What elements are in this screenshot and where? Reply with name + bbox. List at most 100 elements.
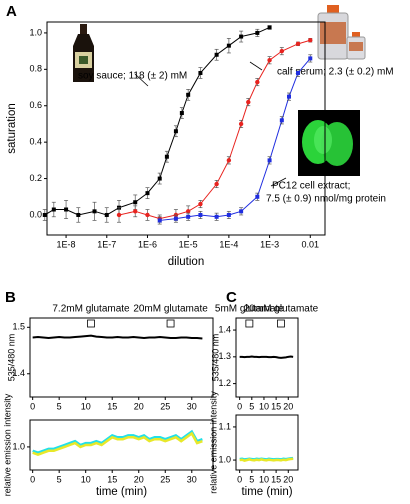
data-point xyxy=(157,176,162,181)
data-point xyxy=(226,212,231,217)
data-point xyxy=(76,212,81,217)
leader-line xyxy=(249,61,263,71)
x-tick-label: 1E-5 xyxy=(179,239,198,249)
plot-frame xyxy=(29,419,214,471)
data-point xyxy=(239,34,244,39)
data-point xyxy=(308,56,313,61)
data-point xyxy=(267,158,272,163)
leader-line xyxy=(270,177,287,187)
x-tick-label: 25 xyxy=(160,401,170,411)
data-point xyxy=(157,218,162,223)
data-point xyxy=(173,216,178,221)
data-point xyxy=(255,30,260,35)
x-tick-label: 30 xyxy=(187,401,197,411)
event-label: 20mM glutamate xyxy=(244,304,319,315)
data-point xyxy=(179,111,184,116)
x-tick-label: 15 xyxy=(107,401,117,411)
x-tick-label: 5 xyxy=(249,474,254,484)
x-axis-label: time (min) xyxy=(241,486,292,498)
series-line xyxy=(32,431,203,456)
event-label: 20mM glutamate xyxy=(133,304,208,315)
x-tick-label: 20 xyxy=(134,474,144,484)
x-tick-label: 5 xyxy=(57,474,62,484)
event-marker xyxy=(87,319,95,328)
x-tick-label: 20 xyxy=(283,401,293,411)
y-tick-label: 1.4 xyxy=(12,368,25,378)
data-point xyxy=(238,121,244,127)
series-line xyxy=(239,457,294,463)
data-point xyxy=(104,212,109,217)
plot-frame xyxy=(46,21,326,236)
data-point xyxy=(295,41,301,47)
data-point xyxy=(267,58,272,63)
data-point xyxy=(198,201,203,207)
y-tick-label: 0.8 xyxy=(29,64,42,74)
y-axis-label: relative emission intensity xyxy=(2,393,12,496)
cell-image xyxy=(298,110,360,176)
x-tick-label: 15 xyxy=(271,401,281,411)
x-tick-label: 1E-6 xyxy=(138,239,157,249)
data-point xyxy=(279,48,285,54)
y-tick-label: 1.1 xyxy=(218,421,231,431)
series-line xyxy=(44,27,270,216)
leader-line xyxy=(134,73,149,87)
data-point xyxy=(308,38,313,43)
soy-sauce-bottle xyxy=(73,24,94,82)
x-tick-label: 0 xyxy=(30,401,35,411)
x-tick-label: 15 xyxy=(107,474,117,484)
data-point xyxy=(164,154,169,159)
x-tick-label: 10 xyxy=(259,474,269,484)
y-tick-label: 0.0 xyxy=(29,209,42,219)
x-tick-label: 10 xyxy=(259,401,269,411)
data-point xyxy=(198,212,203,217)
data-point xyxy=(286,94,291,99)
annotation: PC12 cell extract; xyxy=(272,181,350,192)
y-tick-label: 1.0 xyxy=(29,27,42,37)
y-tick-label: 0.4 xyxy=(29,137,42,147)
y-tick-label: 1.0 xyxy=(12,441,25,451)
panel-label: A xyxy=(6,3,17,20)
data-point xyxy=(214,181,219,187)
data-point xyxy=(186,214,191,219)
plot-frame xyxy=(235,414,299,471)
x-axis-label: time (min) xyxy=(96,486,147,498)
annotation: calf serum; 2.3 (± 0.2) mM xyxy=(277,67,394,78)
y-axis-label: 535/480 nm xyxy=(210,334,220,382)
y-tick-label: 1.0 xyxy=(218,454,231,464)
data-point xyxy=(226,43,231,48)
y-axis-label: saturation xyxy=(6,103,18,154)
y-tick-label: 1.4 xyxy=(218,324,231,334)
event-marker xyxy=(166,319,175,328)
data-point xyxy=(214,214,219,219)
x-tick-label: 5 xyxy=(57,401,62,411)
y-axis-label: 535/480 nm xyxy=(6,334,16,382)
data-point xyxy=(255,194,260,199)
data-point xyxy=(133,209,138,214)
y-tick-label: 1.5 xyxy=(12,322,25,332)
series-line xyxy=(118,39,311,220)
data-point xyxy=(186,92,191,97)
data-point xyxy=(133,200,138,205)
data-point xyxy=(296,70,301,75)
data-point xyxy=(198,70,203,75)
data-point xyxy=(145,212,150,218)
x-tick-label: 10 xyxy=(81,474,91,484)
x-tick-label: 10 xyxy=(81,401,91,411)
event-label: 5mM glutamate xyxy=(215,304,284,315)
x-tick-label: 1E-4 xyxy=(219,239,238,249)
event-marker xyxy=(245,319,254,328)
y-tick-label: 1.2 xyxy=(218,378,231,388)
x-tick-label: 20 xyxy=(134,401,144,411)
plot-frame xyxy=(29,317,214,398)
x-tick-label: 0 xyxy=(237,401,242,411)
series-line xyxy=(239,355,294,359)
x-axis-label: dilution xyxy=(168,256,204,268)
x-tick-label: 20 xyxy=(283,474,293,484)
panel-label: C xyxy=(226,289,237,306)
x-tick-label: 1E-7 xyxy=(97,239,116,249)
data-point xyxy=(42,212,47,217)
y-tick-label: 0.2 xyxy=(29,173,42,183)
plot-frame xyxy=(235,317,299,398)
data-point xyxy=(239,209,244,214)
